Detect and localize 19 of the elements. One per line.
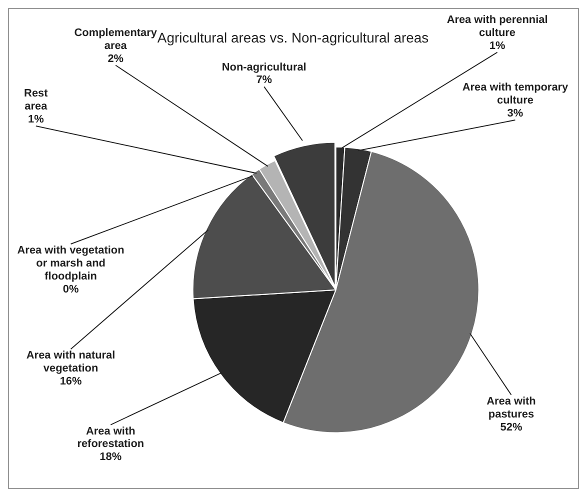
text: 0% — [62, 283, 79, 296]
slice-label: Rest area — [24, 88, 48, 113]
data-label: 1% — [28, 114, 44, 126]
slice-label: Area with perennial culture — [446, 14, 548, 39]
data-label: 3% — [507, 108, 524, 120]
text: Agricultural areas vs. Non-agricultural areas — [157, 30, 429, 46]
slice-label: Area with temporary culture — [462, 82, 570, 107]
category-label: Area with vegetation or marsh and floodplain — [17, 244, 124, 282]
data-label: 2% — [108, 52, 124, 65]
slice-label: Area with natural vegetation — [26, 350, 116, 375]
slice-label: Non-agricultural — [222, 61, 306, 74]
slice-label: Complementary area — [74, 26, 158, 52]
data-label: 1% — [489, 40, 506, 52]
data-label: 52% — [500, 421, 522, 434]
data-label: 18% — [100, 451, 122, 464]
data-label: 16% — [60, 375, 82, 388]
slice-label: Area with pastures — [486, 395, 536, 420]
slice-label: Area with reforestation — [77, 425, 144, 450]
data-label: 7% — [256, 74, 272, 86]
